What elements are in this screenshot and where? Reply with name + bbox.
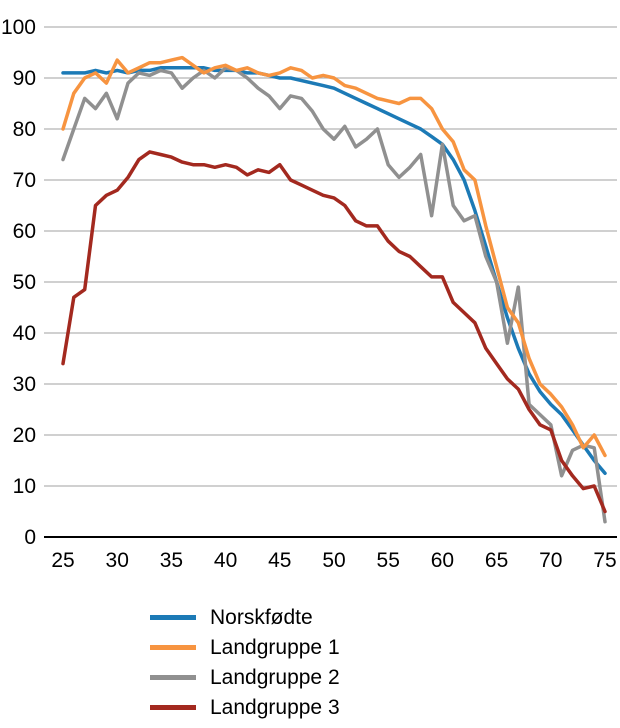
- y-tick-label: 90: [13, 67, 36, 90]
- x-tick-label: 35: [160, 549, 183, 572]
- series-line-2: [61, 55, 607, 458]
- y-tick-label: 50: [13, 271, 36, 294]
- legend-swatch-landgruppe-1: [150, 645, 196, 650]
- x-tick-label: 65: [485, 549, 508, 572]
- y-tick-label: 0: [24, 526, 36, 549]
- legend-item-landgruppe-3: Landgruppe 3: [150, 695, 620, 719]
- x-tick-label: 75: [593, 549, 616, 572]
- x-tick-label: 45: [268, 549, 291, 572]
- legend-swatch-landgruppe-2: [150, 675, 196, 680]
- legend-label-landgruppe-1: Landgruppe 1: [210, 635, 340, 659]
- y-tick-label: 100: [1, 16, 36, 39]
- x-tick-label: 50: [322, 549, 345, 572]
- x-tick-label: 25: [51, 549, 74, 572]
- chart-svg: 0 10 20 30 40 50 60 70 80 90 100 25 30 35 40 45 50 55 60 65…: [1, 16, 617, 572]
- legend: Norskfødte Landgruppe 1 Landgruppe 2 Lan…: [0, 605, 620, 719]
- y-tick-label: 20: [13, 424, 36, 447]
- y-tick-label: 10: [13, 475, 36, 498]
- y-tick-label: 70: [13, 169, 36, 192]
- x-tick-label: 40: [214, 549, 237, 572]
- legend-label-landgruppe-3: Landgruppe 3: [210, 695, 340, 719]
- series-line-3: [61, 66, 607, 524]
- y-tick-label: 80: [13, 118, 36, 141]
- legend-swatch-norskfodte: [150, 615, 196, 620]
- legend-label-norskfodte: Norskfødte: [210, 605, 313, 629]
- x-tick-label: 55: [377, 549, 400, 572]
- y-tick-label: 60: [13, 220, 36, 243]
- legend-item-norskfodte: Norskfødte: [150, 605, 620, 629]
- series-line-4: [61, 150, 607, 514]
- series-line-1: [61, 66, 607, 476]
- x-tick-label: 60: [431, 549, 454, 572]
- legend-swatch-landgruppe-3: [150, 705, 196, 710]
- x-tick-label: 70: [539, 549, 562, 572]
- y-tick-label: 40: [13, 322, 36, 345]
- x-tick-label: 30: [106, 549, 129, 572]
- y-tick-label: 30: [13, 373, 36, 396]
- legend-label-landgruppe-2: Landgruppe 2: [210, 665, 340, 689]
- legend-item-landgruppe-2: Landgruppe 2: [150, 665, 620, 689]
- legend-item-landgruppe-1: Landgruppe 1: [150, 635, 620, 659]
